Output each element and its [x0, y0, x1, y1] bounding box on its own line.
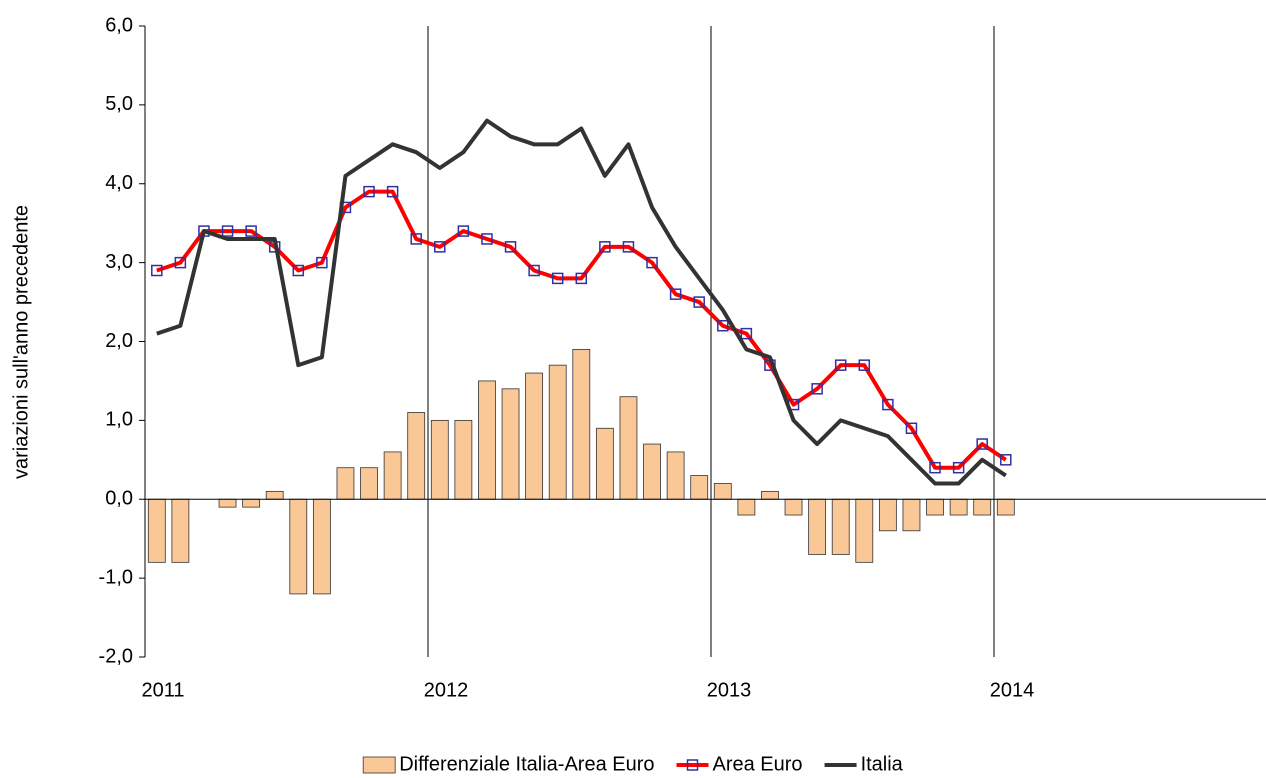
- bar: [242, 498, 261, 508]
- y-tick-label: 2,0: [105, 330, 133, 352]
- bar: [572, 348, 591, 500]
- marker: [386, 185, 399, 198]
- x-tick-label: 2013: [707, 679, 752, 701]
- bar: [690, 475, 709, 500]
- marker: [740, 327, 753, 340]
- bar: [265, 490, 284, 500]
- y-tick-label: -2,0: [99, 645, 133, 667]
- marker: [905, 422, 918, 435]
- marker: [221, 225, 234, 237]
- marker: [316, 256, 328, 269]
- marker: [575, 272, 588, 285]
- bar: [171, 498, 190, 563]
- marker: [363, 185, 375, 198]
- marker: [834, 359, 847, 371]
- marker: [434, 241, 446, 253]
- bar: [430, 419, 449, 500]
- bar: [501, 388, 520, 500]
- bar: [902, 498, 921, 532]
- bar: [761, 490, 779, 500]
- legend-label: Area Euro: [713, 753, 803, 775]
- y-tick-label: 5,0: [105, 93, 133, 115]
- marker: [481, 233, 493, 245]
- bar: [289, 498, 308, 595]
- marker: [669, 288, 682, 300]
- y-tick-label: 1,0: [105, 409, 133, 431]
- legend-label: Italia: [861, 753, 904, 775]
- marker: [528, 264, 540, 277]
- marker: [245, 225, 257, 237]
- marker: [292, 264, 305, 277]
- bar: [595, 427, 614, 500]
- bar: [643, 443, 661, 500]
- legend-swatch: [362, 756, 396, 774]
- marker: [1000, 454, 1012, 466]
- marker: [952, 461, 965, 474]
- marker: [882, 398, 894, 411]
- bar: [619, 396, 638, 500]
- y-tick-label: 6,0: [105, 14, 133, 36]
- bar: [312, 498, 331, 595]
- bar: [808, 498, 827, 555]
- legend-label: Differenziale Italia-Area Euro: [399, 753, 654, 775]
- marker: [929, 461, 941, 474]
- marker: [717, 319, 729, 332]
- marker: [976, 438, 988, 450]
- bar: [784, 498, 803, 516]
- bar: [737, 498, 756, 516]
- bar: [973, 498, 992, 516]
- marker: [646, 256, 658, 269]
- bar: [855, 498, 874, 563]
- bar: [666, 451, 685, 500]
- y-tick-label: 3,0: [105, 251, 133, 273]
- bar: [147, 498, 166, 563]
- x-tick-label: 2011: [141, 679, 184, 701]
- y-axis-label: variazioni sull'anno precedente: [10, 205, 32, 479]
- bar: [478, 380, 496, 500]
- x-tick-label: 2014: [990, 679, 1035, 701]
- marker: [693, 296, 705, 308]
- bar: [218, 498, 237, 508]
- marker: [811, 383, 823, 395]
- bar: [336, 467, 355, 500]
- line: [156, 118, 1007, 486]
- bar: [878, 498, 897, 532]
- bar: [383, 451, 402, 500]
- y-tick-label: -1,0: [99, 566, 133, 588]
- bar: [713, 483, 732, 500]
- marker: [457, 225, 470, 237]
- marker: [599, 241, 611, 253]
- bar: [926, 498, 944, 516]
- bar: [831, 498, 850, 555]
- bar: [996, 498, 1015, 516]
- bar: [360, 467, 378, 500]
- line: [156, 189, 1007, 470]
- bar: [454, 419, 473, 500]
- marker: [410, 233, 422, 245]
- legend-marker: [686, 759, 699, 771]
- marker: [504, 241, 517, 253]
- bar: [407, 412, 426, 500]
- marker: [174, 256, 187, 269]
- bar: [548, 364, 567, 500]
- y-tick-label: 4,0: [105, 172, 133, 194]
- marker: [551, 272, 564, 285]
- marker: [151, 264, 163, 277]
- marker: [858, 359, 871, 371]
- y-tick-label: 0,0: [105, 488, 133, 510]
- bar: [525, 372, 544, 500]
- x-tick-label: 2012: [424, 679, 469, 701]
- marker: [622, 241, 635, 253]
- bar: [949, 498, 968, 516]
